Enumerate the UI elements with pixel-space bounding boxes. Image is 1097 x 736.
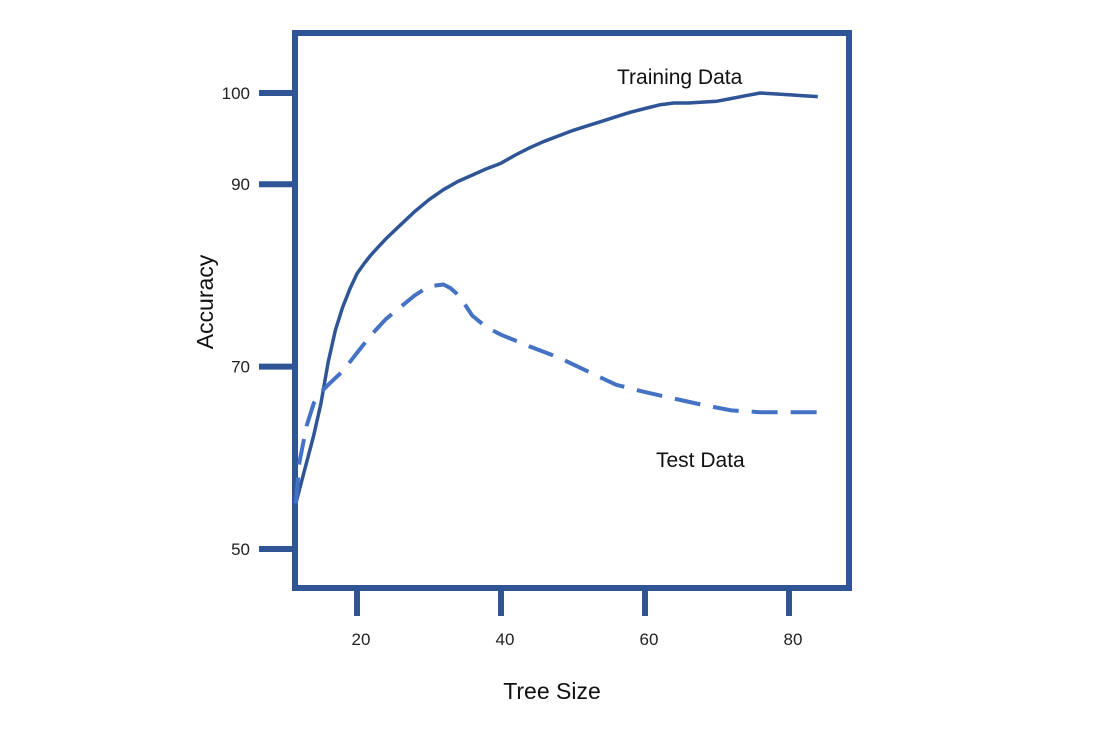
y-tick-label-100: 100	[222, 84, 250, 103]
x-tick-label-40: 40	[496, 630, 515, 649]
x-tick-label-60: 60	[640, 630, 659, 649]
x-axis: 20 40 60 80	[352, 588, 803, 649]
y-tick-label-50: 50	[231, 540, 250, 559]
x-tick-label-20: 20	[352, 630, 371, 649]
x-axis-title: Tree Size	[503, 678, 601, 704]
series-line-test	[293, 282, 818, 504]
y-axis-title: Accuracy	[192, 254, 218, 349]
series-label-test: Test Data	[656, 449, 745, 472]
series-label-training: Training Data	[617, 66, 743, 89]
y-tick-label-70: 70	[231, 358, 250, 377]
plot-frame	[292, 30, 852, 591]
series-line-training	[294, 91, 818, 504]
plot-border	[292, 30, 852, 591]
x-tick-label-80: 80	[784, 630, 803, 649]
y-tick-label-90: 90	[231, 175, 250, 194]
series-layer	[293, 91, 818, 504]
y-axis: 50 70 90 100	[222, 84, 295, 559]
